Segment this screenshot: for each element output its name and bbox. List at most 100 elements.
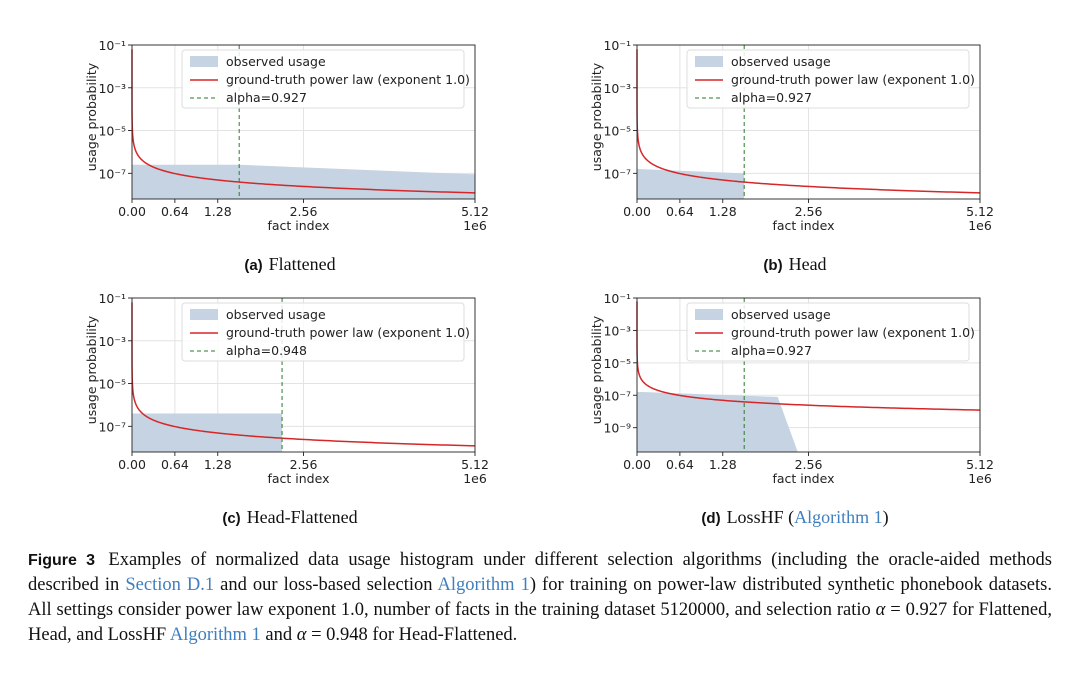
power-law-curve (636, 301, 981, 411)
caption-text-2: and our loss-based selection (214, 575, 438, 595)
legend-alpha-label: alpha=0.948 (226, 343, 307, 358)
x-tick-label: 0.64 (666, 204, 694, 219)
caption-alpha-symbol-1: α (875, 600, 886, 620)
subcaption-d: (d) LossHF (Algorithm 1) (701, 507, 889, 527)
x-offset-label: 1e6 (968, 471, 992, 486)
x-tick-label: 2.56 (795, 204, 823, 219)
y-tick-label: 10⁻³ (98, 81, 126, 96)
legend-observed-label: observed usage (226, 307, 326, 322)
y-tick-label: 10⁻¹ (603, 291, 631, 306)
legend-power-label: ground-truth power law (exponent 1.0) (226, 72, 470, 87)
caption-link-section-d1[interactable]: Section D.1 (125, 575, 215, 595)
legend-observed-swatch (695, 56, 723, 67)
x-tick-label: 0.00 (623, 204, 651, 219)
caption-text-6: = 0.948 for Head-Flattened. (306, 625, 518, 645)
subcaption-b-title: Head (788, 254, 827, 274)
subcaption-c-label: (c) (222, 510, 241, 527)
legend-box (686, 302, 970, 362)
y-axis-label: usage probability (84, 315, 99, 424)
legend-observed-label: observed usage (731, 307, 831, 322)
x-offset-label: 1e6 (968, 218, 992, 233)
subcaption-a-title: Flattened (268, 254, 336, 274)
legend-alpha-label: alpha=0.927 (731, 90, 812, 105)
y-tick-label: 10⁻³ (603, 323, 631, 338)
x-tick-label: 2.56 (290, 204, 318, 219)
x-tick-label: 2.56 (290, 457, 318, 472)
x-axis-label: fact index (772, 471, 834, 486)
legend-observed-swatch (695, 309, 723, 320)
caption-link-algorithm-1[interactable]: Algorithm 1 (437, 575, 530, 595)
x-tick-label: 5.12 (461, 204, 489, 219)
x-tick-label: 0.64 (161, 204, 189, 219)
legend-power-label: ground-truth power law (exponent 1.0) (226, 325, 470, 340)
legend-power-label: ground-truth power law (exponent 1.0) (731, 72, 975, 87)
y-tick-label: 10⁻⁵ (98, 124, 126, 139)
x-tick-label: 0.00 (118, 204, 146, 219)
subcaption-d-algorithm-link[interactable]: Algorithm 1 (794, 507, 883, 527)
y-tick-label: 10⁻¹ (603, 38, 631, 53)
y-tick-label: 10⁻⁷ (98, 419, 126, 434)
subcaption-a-label: (a) (244, 257, 263, 274)
power-law-curve (636, 49, 981, 194)
x-tick-label: 5.12 (461, 457, 489, 472)
x-tick-label: 1.28 (204, 204, 232, 219)
subcaption-b: (b) Head (585, 254, 1005, 275)
legend-alpha-label: alpha=0.927 (731, 343, 812, 358)
x-tick-label: 0.64 (666, 457, 694, 472)
y-tick-label: 10⁻³ (98, 334, 126, 349)
panel-d: 0.00 0.64 1.28 2.56 5.12 1e6 fact index 10⁻¹ 10⁻… (585, 285, 1005, 486)
y-tick-label: 10⁻⁵ (603, 356, 631, 371)
power-law-curve (131, 49, 476, 194)
subcaption-c: (c) Head-Flattened (80, 507, 500, 528)
y-axis-label: usage probability (589, 315, 604, 424)
x-tick-label: 2.56 (795, 457, 823, 472)
caption-link-algorithm-1b[interactable]: Algorithm 1 (169, 625, 261, 645)
x-tick-label: 1.28 (709, 204, 737, 219)
power-law-curve (131, 302, 476, 447)
x-tick-label: 5.12 (966, 204, 994, 219)
observed-usage-area (637, 392, 798, 452)
y-tick-label: 10⁻⁷ (603, 388, 631, 403)
y-axis-label: usage probability (589, 62, 604, 171)
subcaption-d-label: (d) (701, 510, 721, 527)
y-tick-label: 10⁻⁵ (98, 377, 126, 392)
panel-b: 0.00 0.64 1.28 2.56 5.12 1e6 fact index 10⁻¹ 10⁻… (585, 32, 1005, 233)
x-tick-label: 0.00 (623, 457, 651, 472)
y-tick-label: 10⁻³ (603, 81, 631, 96)
x-tick-label: 1.28 (204, 457, 232, 472)
legend-observed-label: observed usage (226, 54, 326, 69)
x-tick-label: 1.28 (709, 457, 737, 472)
figure-caption: Figure 3 Examples of normalized data usa… (28, 548, 1052, 648)
legend-observed-label: observed usage (731, 54, 831, 69)
y-tick-label: 10⁻¹ (98, 291, 126, 306)
y-axis-label: usage probability (84, 62, 99, 171)
caption-text-4: = 0.927 for Flattened, Head, and LossHF (28, 600, 1052, 645)
legend-observed-swatch (190, 309, 218, 320)
legend-box (181, 49, 465, 109)
panel-a: 0.00 0.64 1.28 2.56 5.12 1e6 fact index 10⁻¹ 10⁻… (80, 32, 500, 233)
panel-c: 0.00 0.64 1.28 2.56 5.12 1e6 fact index 10⁻¹ 10⁻… (80, 285, 500, 486)
subcaption-b-label: (b) (763, 257, 783, 274)
subcaption-a: (a) Flattened (80, 254, 500, 275)
legend-alpha-label: alpha=0.927 (226, 90, 307, 105)
x-axis-label: fact index (267, 471, 329, 486)
legend-box (686, 49, 970, 109)
observed-usage-area (132, 164, 475, 199)
x-tick-label: 0.64 (161, 457, 189, 472)
caption-text-1: Examples of normalized data usage histog… (28, 550, 1052, 595)
y-tick-label: 10⁻⁷ (98, 166, 126, 181)
y-tick-label: 10⁻⁷ (603, 166, 631, 181)
x-tick-label: 5.12 (966, 457, 994, 472)
legend-box (181, 302, 465, 362)
caption-alpha-symbol-2: α (296, 625, 307, 645)
legend-observed-swatch (190, 56, 218, 67)
y-tick-label: 10⁻⁹ (603, 421, 631, 436)
legend-power-label: ground-truth power law (exponent 1.0) (731, 325, 975, 340)
x-offset-label: 1e6 (463, 471, 487, 486)
y-tick-label: 10⁻¹ (98, 38, 126, 53)
caption-text-5: and (260, 625, 297, 645)
